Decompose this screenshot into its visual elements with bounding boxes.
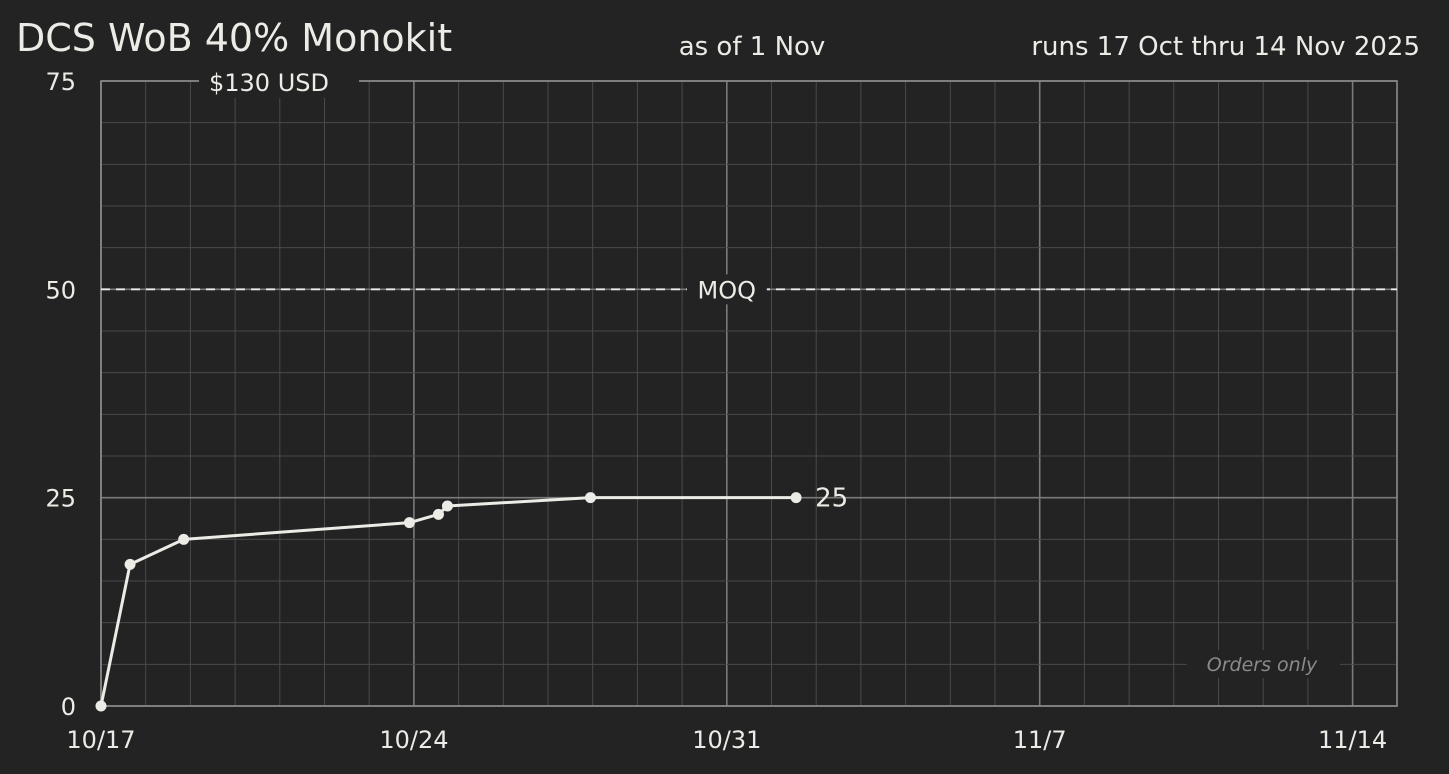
- price-label: $130 USD: [209, 69, 329, 97]
- data-point: [432, 508, 444, 520]
- y-tick-label: 25: [45, 485, 76, 513]
- as-of-date: as of 1 Nov: [679, 32, 826, 62]
- end-value-label: 25: [815, 484, 848, 514]
- note-background: [1187, 650, 1340, 678]
- x-tick-label: 10/17: [66, 726, 135, 754]
- orders-only-note: Orders only: [1207, 654, 1318, 676]
- chart-grid: [100, 80, 1398, 707]
- chart-series: 25: [95, 484, 848, 712]
- y-tick-label: 75: [45, 68, 76, 96]
- chart-axes: 10/17 10/24 10/31 11/7 11/14 0 25 50 75: [45, 68, 1387, 754]
- moq-threshold: MOQ: [101, 274, 1397, 305]
- y-tick-label: 50: [45, 276, 76, 304]
- chart-title: DCS WoB 40% Monokit: [16, 16, 452, 60]
- data-point: [124, 558, 136, 570]
- moq-label: MOQ: [698, 276, 757, 304]
- x-tick-label: 10/31: [692, 726, 761, 754]
- x-tick-label: 11/14: [1318, 726, 1387, 754]
- data-point: [403, 517, 415, 529]
- data-point: [441, 500, 453, 512]
- series-line: [99, 496, 798, 708]
- data-point: [790, 492, 802, 504]
- y-tick-label: 0: [61, 693, 76, 721]
- x-tick-label: 10/24: [379, 726, 448, 754]
- moq-label-background: [686, 274, 767, 305]
- data-point: [178, 533, 190, 545]
- data-point: [584, 492, 596, 504]
- data-point: [95, 700, 107, 712]
- price-label-background: [199, 68, 359, 98]
- plot-frame: [100, 80, 1398, 707]
- x-tick-label: 11/7: [1013, 726, 1067, 754]
- run-dates: runs 17 Oct thru 14 Nov 2025: [1031, 32, 1420, 62]
